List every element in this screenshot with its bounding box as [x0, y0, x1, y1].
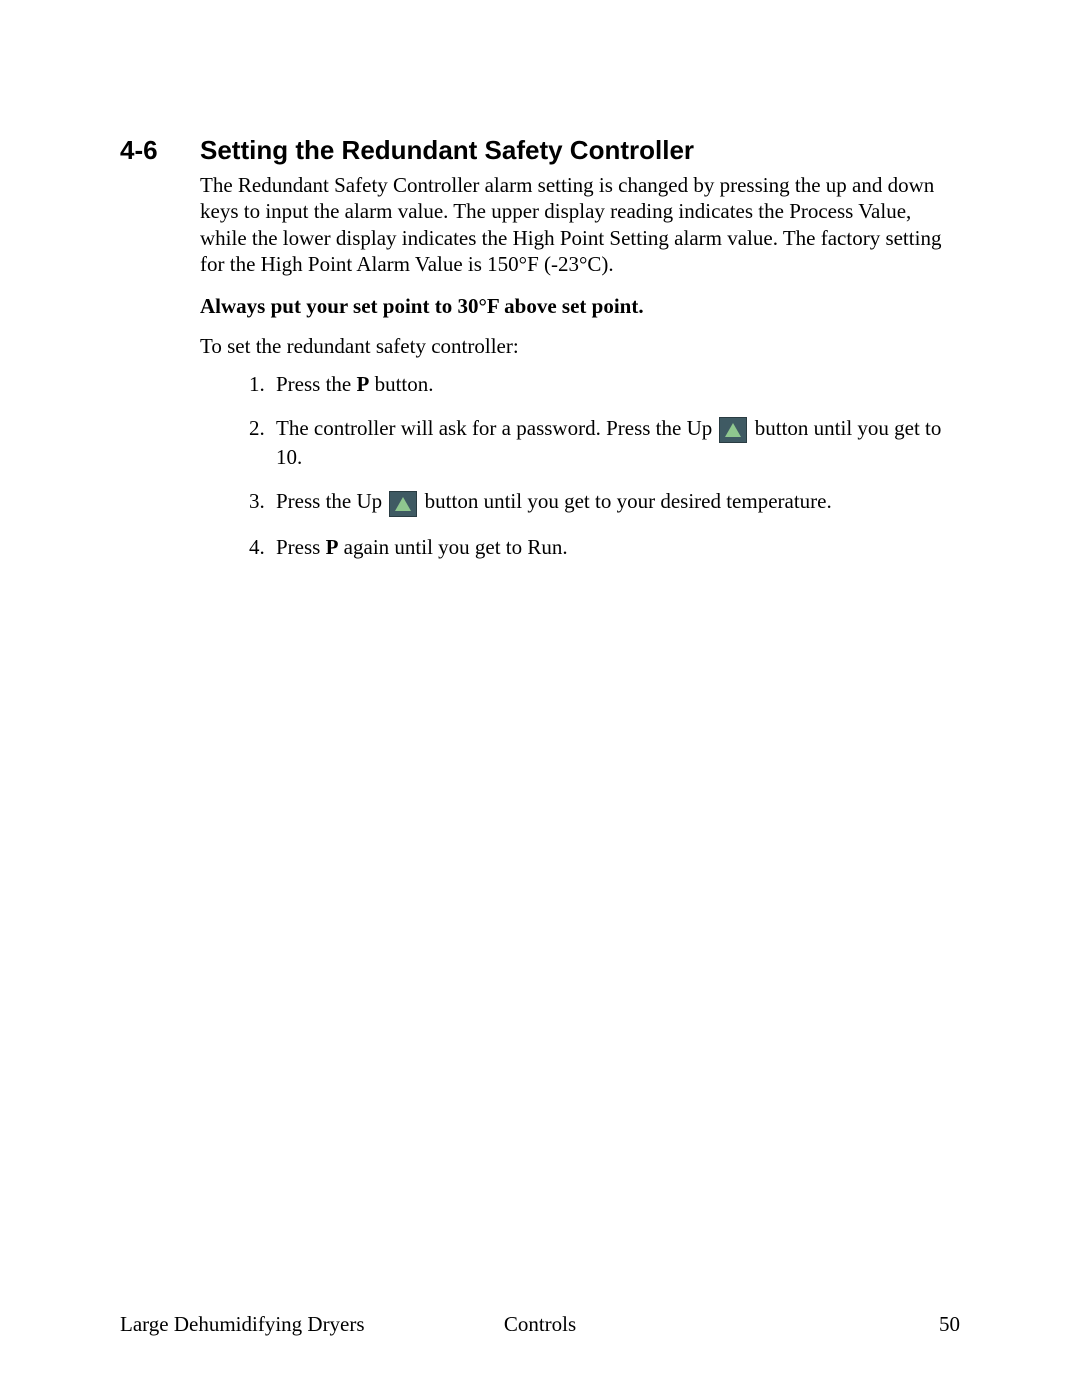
up-arrow-icon: [389, 491, 417, 517]
step-2: The controller will ask for a password. …: [270, 414, 960, 472]
lead-in-text: To set the redundant safety controller:: [200, 333, 960, 359]
step-4-text-a: Press: [276, 535, 326, 559]
document-page: 4-6 Setting the Redundant Safety Control…: [0, 0, 1080, 1397]
section-title: Setting the Redundant Safety Controller: [200, 135, 694, 166]
steps-list: Press the P button. The controller will …: [120, 370, 960, 561]
step-3: Press the Up button until you get to you…: [270, 487, 960, 516]
step-2-text-a: The controller will ask for a password. …: [276, 416, 717, 440]
step-4-bold: P: [326, 535, 339, 559]
step-1: Press the P button.: [270, 370, 960, 398]
step-1-text-a: Press the: [276, 372, 357, 396]
intro-paragraph: The Redundant Safety Controller alarm se…: [200, 172, 960, 277]
step-3-text-b: button until you get to your desired tem…: [419, 489, 831, 513]
section-number: 4-6: [120, 135, 200, 166]
section-body: The Redundant Safety Controller alarm se…: [200, 172, 960, 360]
bold-note: Always put your set point to 30°F above …: [200, 293, 960, 319]
page-footer: Controls Large Dehumidifying Dryers 50: [120, 1312, 960, 1337]
step-1-text-b: button.: [369, 372, 433, 396]
step-4: Press P again until you get to Run.: [270, 533, 960, 561]
step-4-text-b: again until you get to Run.: [338, 535, 567, 559]
step-1-bold: P: [357, 372, 370, 396]
step-3-text-a: Press the Up: [276, 489, 387, 513]
footer-left: Large Dehumidifying Dryers: [120, 1312, 365, 1337]
footer-right: 50: [939, 1312, 960, 1337]
up-arrow-icon: [719, 417, 747, 443]
section-heading: 4-6 Setting the Redundant Safety Control…: [120, 135, 960, 166]
